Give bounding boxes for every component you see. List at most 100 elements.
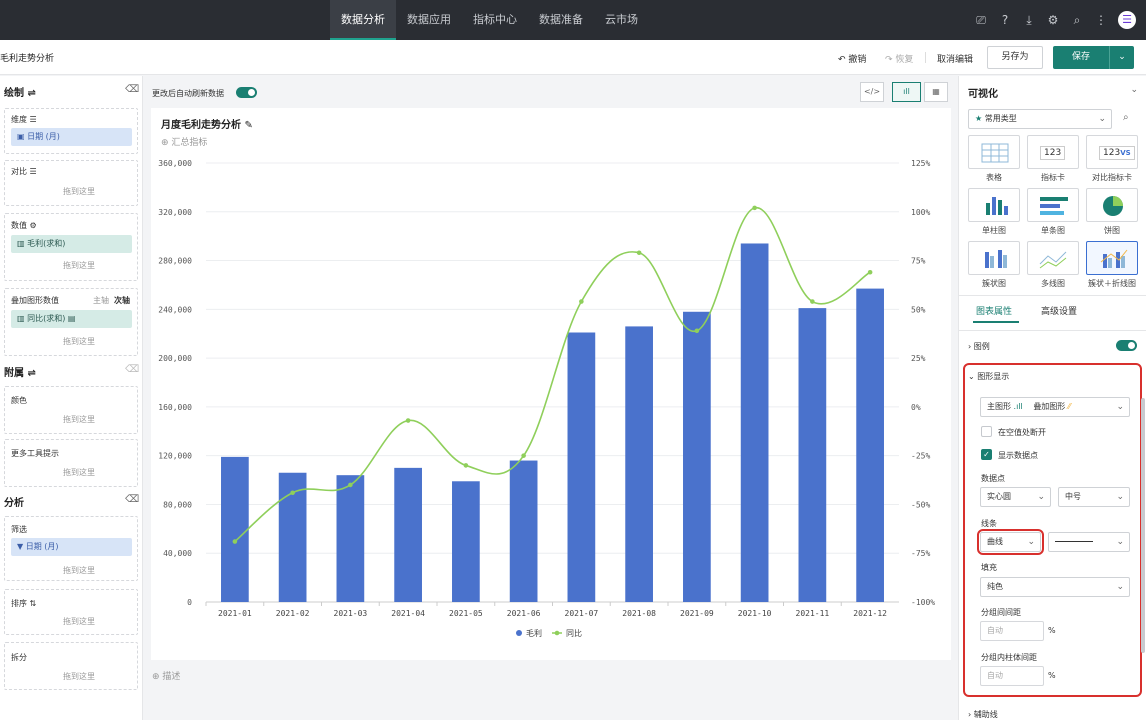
compare-kpi-icon: 123VS	[1099, 146, 1135, 160]
undo-label: 撤销	[848, 55, 867, 65]
nav-tab-cloud-market[interactable]: 云市场	[605, 13, 638, 26]
bar-gross-profit	[394, 467, 422, 602]
drop-hint: 拖到这里	[63, 566, 95, 575]
undo-button[interactable]: ↶ 撤销	[838, 52, 866, 65]
plus-circle-icon: ⊕	[161, 138, 172, 148]
aux-line-section-header[interactable]: › 辅助线	[968, 710, 998, 719]
value-pill-gross-profit[interactable]: ▥ 毛利(求和)	[11, 235, 132, 253]
fill-label: 填充	[981, 563, 997, 572]
tab-chart-properties[interactable]: 图表属性	[976, 307, 1013, 317]
redo-button[interactable]: ↷ 恢复	[885, 52, 913, 65]
avatar[interactable]: ☰	[1118, 11, 1136, 29]
save-dropdown-chevron-icon[interactable]: ⌄	[1109, 46, 1134, 69]
thumb-clustered-chart[interactable]	[968, 241, 1020, 275]
thumb-compare-kpi-card[interactable]: 123VS	[1086, 135, 1138, 169]
sort-label: 排序 ⇅	[11, 599, 37, 608]
thumb-multi-line-chart[interactable]	[1027, 241, 1079, 275]
search-icon[interactable]: ⌕	[1073, 13, 1081, 27]
download-icon[interactable]: ⤓	[1026, 13, 1032, 27]
code-view-icon[interactable]: </>	[860, 82, 884, 102]
search-icon[interactable]: ⌕	[1123, 112, 1129, 123]
bar-gross-profit	[740, 243, 769, 602]
sliders-icon[interactable]: ⇌	[27, 368, 36, 379]
table-view-icon[interactable]: ▦	[924, 82, 948, 102]
group-gap-input[interactable]: 自动	[980, 621, 1044, 641]
y-right-tick-label: 50%	[911, 305, 926, 314]
graph-layer-select[interactable]: 主图形 .ıll 叠加图形 ⁄⁄ ⌄	[980, 397, 1130, 417]
split-dropzone[interactable]: 拆分 拖到这里	[4, 642, 138, 690]
chart-title: 月度毛利走势分析 ✎	[161, 120, 253, 131]
apps-grid-icon[interactable]: ⋮	[1095, 13, 1107, 27]
dimension-label: 维度 ☰	[11, 115, 37, 124]
thumb-kpi-card[interactable]: 123	[1027, 135, 1079, 169]
break-on-null-checkbox[interactable]	[981, 426, 992, 437]
show-points-checkbox[interactable]: ✓	[981, 449, 992, 460]
line-dash-select[interactable]: ⌄	[1048, 532, 1130, 552]
tab-advanced-settings[interactable]: 高级设置	[1041, 307, 1078, 317]
summary-metric-button[interactable]: ⊕ 汇总指标	[161, 138, 208, 148]
thumb-pie-chart[interactable]	[1086, 188, 1138, 222]
y-left-tick-label: 120,000	[158, 452, 192, 461]
help-icon[interactable]: ?	[1001, 13, 1009, 27]
drop-hint: 拖到这里	[63, 415, 95, 424]
sort-dropzone[interactable]: 排序 ⇅ 拖到这里	[4, 589, 138, 635]
eraser-icon[interactable]: ⌫	[125, 84, 140, 95]
point-shape-select[interactable]: 实心圆 ⌄	[980, 487, 1051, 507]
x-tick-label: 2021-02	[276, 609, 310, 618]
eraser-icon[interactable]: ⌫	[125, 364, 140, 375]
chart-type-select[interactable]: ★ 常用类型 ⌄	[968, 109, 1112, 129]
fill-select[interactable]: 纯色 ⌄	[980, 577, 1130, 597]
auto-refresh-toggle[interactable]	[236, 87, 257, 98]
legend-section-header[interactable]: › 图例	[968, 342, 990, 351]
eraser-icon[interactable]: ⌫	[125, 494, 140, 505]
highlight-graph-display	[963, 363, 1142, 697]
chart-view-icon[interactable]: ıll	[892, 82, 921, 102]
screen-share-icon[interactable]: ⎚	[976, 13, 986, 27]
graph-display-section-header[interactable]: ⌄ 图形显示	[968, 372, 1010, 381]
legend-label-gross-profit: 毛利	[526, 628, 542, 638]
save-button[interactable]: 保存	[1053, 46, 1109, 69]
dimension-pill-date-month[interactable]: ▣ 日期 (月)	[11, 128, 132, 146]
right-panel-scrollbar[interactable]	[1141, 398, 1145, 653]
bar-gap-input[interactable]: 自动	[980, 666, 1044, 686]
editor-toolbar: 毛利走势分析 ↶ 撤销 ↷ 恢复 取消编辑	[0, 40, 1146, 75]
thumb-bar-chart[interactable]	[1027, 188, 1079, 222]
edit-pencil-icon[interactable]: ✎	[244, 120, 253, 131]
chevron-down-icon: ⌄	[1116, 537, 1124, 547]
thumb-table[interactable]	[968, 135, 1020, 169]
filter-pill-date-month[interactable]: ▼ 日期 (月)	[11, 538, 132, 556]
y-left-tick-label: 80,000	[163, 500, 192, 509]
nav-tab-data-apps[interactable]: 数据应用	[407, 13, 451, 26]
nav-tab-metrics-center[interactable]: 指标中心	[473, 13, 517, 26]
overlay-value-dropzone[interactable]: 叠加图形数值 主轴 次轴 ▥ 同比(求和) ▤ 拖到这里	[4, 288, 138, 356]
settings-icon[interactable]: ⚙	[1047, 13, 1059, 27]
cancel-edit-button[interactable]: 取消编辑	[937, 55, 974, 65]
attach-heading: 附属 ⇌	[4, 368, 36, 379]
bar-gross-profit	[336, 475, 365, 602]
value-dropzone[interactable]: 数值 ⚙ ▥ 毛利(求和) 拖到这里	[4, 213, 138, 281]
sliders-icon[interactable]: ⇌	[27, 88, 36, 99]
field-config-panel: 绘制 ⇌ ⌫ 维度 ☰ ▣ 日期 (月) 对比 ☰ 拖到这里 数值 ⚙ ▥ 毛利…	[0, 76, 143, 720]
compare-dropzone[interactable]: 对比 ☰ 拖到这里	[4, 160, 138, 206]
point-yoy	[579, 299, 584, 304]
toolbar-divider	[925, 52, 926, 63]
y-left-tick-label: 200,000	[158, 354, 192, 363]
thumb-column-chart[interactable]	[968, 188, 1020, 222]
dimension-dropzone[interactable]: 维度 ☰ ▣ 日期 (月)	[4, 108, 138, 154]
nav-tab-data-analysis[interactable]: 数据分析	[330, 0, 396, 40]
color-dropzone[interactable]: 颜色 拖到这里	[4, 386, 138, 434]
overlay-pill-yoy[interactable]: ▥ 同比(求和) ▤	[11, 310, 132, 328]
describe-button[interactable]: ⊕ 描述	[152, 672, 181, 682]
thumb-combo-chart[interactable]	[1086, 241, 1138, 275]
point-size-select[interactable]: 中号 ⌄	[1058, 487, 1130, 507]
secondary-axis-toggle[interactable]: 次轴	[114, 296, 130, 305]
filter-dropzone[interactable]: 筛选 ▼ 日期 (月) 拖到这里	[4, 516, 138, 581]
nav-tab-data-prep[interactable]: 数据准备	[539, 13, 583, 26]
primary-axis-toggle[interactable]: 主轴	[93, 296, 109, 305]
tooltip-dropzone[interactable]: 更多工具提示 拖到这里	[4, 439, 138, 487]
legend-toggle[interactable]	[1116, 340, 1137, 351]
save-as-button[interactable]: 另存为	[987, 46, 1043, 69]
drop-hint: 拖到这里	[63, 261, 95, 270]
collapse-chevron-icon[interactable]: ⌄	[1130, 85, 1138, 95]
line-style-select[interactable]: 曲线 ⌄	[980, 532, 1041, 552]
